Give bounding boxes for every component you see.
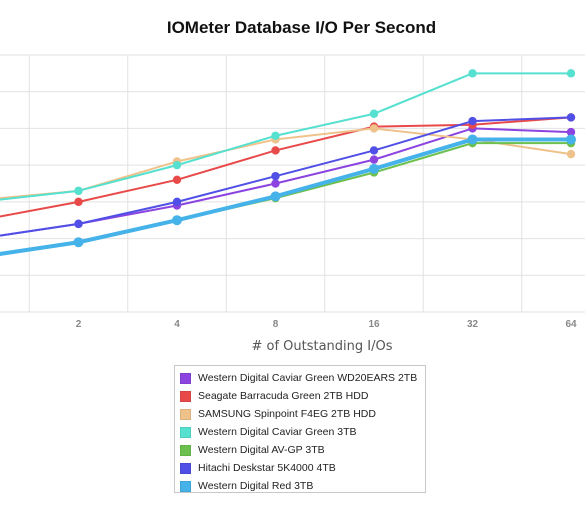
data-point: [270, 191, 281, 202]
legend-swatch: [180, 480, 191, 492]
data-point: [566, 134, 576, 145]
series-group: [0, 69, 576, 201]
legend-item: Western Digital Caviar Green 3TB: [180, 423, 425, 441]
data-point: [468, 69, 477, 78]
x-tick-label: 32: [467, 319, 479, 330]
legend-label: Hitachi Deskstar 5K4000 4TB: [198, 462, 336, 474]
legend: Western Digital Caviar Green WD20EARS 2T…: [174, 365, 426, 493]
data-point: [172, 160, 182, 170]
data-point: [271, 146, 280, 155]
series-group: [0, 134, 576, 256]
legend-item: Hitachi Deskstar 5K4000 4TB: [180, 459, 425, 477]
data-point: [74, 219, 83, 229]
legend-label: Western Digital Red 3TB: [198, 480, 314, 492]
data-point: [271, 179, 280, 188]
x-axis-title: # of Outstanding I/Os: [251, 339, 392, 354]
x-tick-label: 8: [273, 319, 279, 330]
series-layer: [0, 69, 576, 256]
data-point: [172, 197, 182, 207]
data-point: [172, 175, 182, 185]
legend-swatch: [180, 408, 191, 420]
legend-swatch: [180, 372, 191, 384]
data-point: [369, 163, 379, 174]
data-point: [271, 171, 280, 181]
data-point: [369, 109, 379, 118]
legend-swatch: [180, 426, 191, 438]
legend-item: Western Digital AV-GP 3TB: [180, 441, 425, 459]
data-point: [566, 113, 576, 122]
legend-item: Western Digital Red 3TB: [180, 477, 425, 495]
legend-item: Seagate Barracuda Green 2TB HDD: [180, 387, 425, 405]
x-tick-label: 64: [565, 319, 577, 330]
legend-swatch: [180, 462, 191, 474]
legend-label: Western Digital Caviar Green WD20EARS 2T…: [198, 372, 418, 384]
data-point: [566, 69, 576, 78]
grid: [0, 54, 585, 313]
data-point: [468, 116, 477, 126]
data-point: [74, 186, 83, 196]
legend-label: SAMSUNG Spinpoint F4EG 2TB HDD: [198, 408, 376, 420]
chart-title: IOMeter Database I/O Per Second: [166, 18, 437, 37]
legend-item: Western Digital Caviar Green WD20EARS 2T…: [180, 369, 425, 387]
legend-label: Seagate Barracuda Green 2TB HDD: [198, 390, 369, 402]
data-point: [74, 197, 83, 207]
series-group: [0, 113, 576, 237]
series-line: [0, 116, 572, 237]
data-point: [172, 215, 182, 226]
x-tick-label: 16: [368, 319, 380, 330]
legend-label: Western Digital AV-GP 3TB: [198, 444, 325, 456]
legend-swatch: [180, 444, 191, 456]
line-chart: 2 4 8 16 32 64 # of Outstanding I/Os: [0, 54, 585, 354]
data-point: [467, 134, 478, 145]
x-tick-label: 4: [174, 319, 180, 330]
data-point: [566, 127, 576, 137]
data-point: [369, 124, 379, 133]
data-point: [369, 146, 379, 155]
legend-item: SAMSUNG Spinpoint F4EG 2TB HDD: [180, 405, 425, 423]
data-point: [369, 155, 379, 164]
legend-swatch: [180, 390, 191, 402]
data-point: [73, 237, 84, 248]
data-point: [271, 131, 280, 140]
data-point: [566, 149, 576, 159]
x-axis-ticks: 2 4 8 16 32 64: [76, 319, 577, 330]
x-tick-label: 2: [76, 319, 82, 330]
legend-label: Western Digital Caviar Green 3TB: [198, 426, 357, 438]
series-line: [0, 137, 571, 256]
